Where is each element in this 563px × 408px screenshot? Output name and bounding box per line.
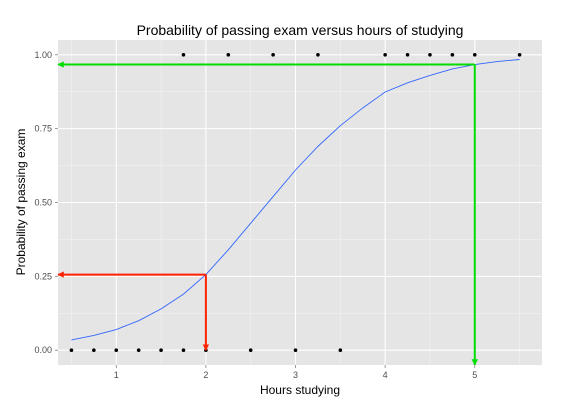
fitted-curve bbox=[71, 59, 520, 341]
data-point bbox=[450, 52, 455, 57]
chart-title: Probability of passing exam versus hours… bbox=[137, 22, 464, 38]
data-point bbox=[181, 348, 186, 353]
x-tick-label: 2 bbox=[203, 370, 208, 380]
data-point bbox=[293, 348, 298, 353]
data-point bbox=[248, 348, 253, 353]
data-point bbox=[69, 348, 74, 353]
data-point bbox=[136, 348, 141, 353]
data-point bbox=[159, 348, 163, 353]
data-point bbox=[517, 52, 522, 57]
x-tick-label: 1 bbox=[114, 370, 119, 380]
data-point bbox=[405, 52, 410, 57]
y-tick-label: 1.00 bbox=[34, 50, 52, 60]
y-tick-label: 0.50 bbox=[34, 198, 52, 208]
y-tick-label: 0.75 bbox=[34, 124, 52, 134]
x-tick-label: 4 bbox=[383, 370, 388, 380]
data-point bbox=[92, 348, 96, 353]
annotation-arrows bbox=[57, 61, 478, 366]
x-tick-label: 3 bbox=[293, 370, 298, 380]
y-tick-label: 0.25 bbox=[34, 271, 52, 281]
y-tick-label: 0.00 bbox=[34, 345, 52, 355]
y-axis-title: Probability of passing exam bbox=[14, 129, 28, 276]
axis-ticks: 1 2 3 4 5 0.00 0.25 0.50 0.75 1.00 bbox=[34, 50, 477, 380]
data-point bbox=[428, 52, 432, 57]
scatter-points bbox=[69, 52, 522, 353]
x-axis-title: Hours studying bbox=[260, 383, 340, 397]
data-point bbox=[472, 52, 477, 57]
data-point bbox=[114, 348, 119, 353]
data-point bbox=[271, 52, 275, 57]
fitted-curve-line bbox=[71, 59, 520, 341]
data-point bbox=[338, 348, 343, 353]
data-point bbox=[316, 52, 320, 57]
x-tick-label: 5 bbox=[472, 370, 477, 380]
data-point bbox=[383, 52, 387, 57]
data-point bbox=[226, 52, 231, 57]
data-point bbox=[181, 52, 186, 57]
